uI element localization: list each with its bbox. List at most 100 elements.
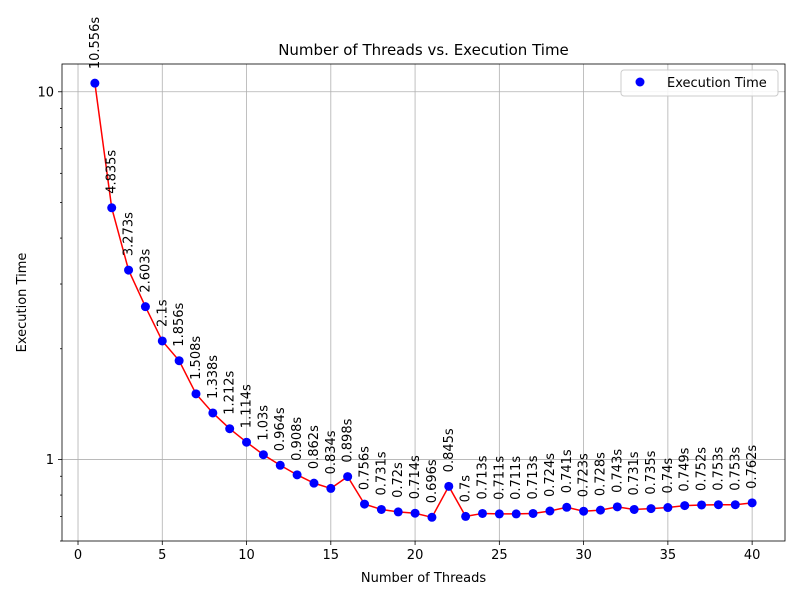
data-point: [629, 504, 639, 514]
data-point: [124, 265, 134, 275]
data-point: [477, 508, 487, 518]
data-label: 2.603s: [138, 248, 153, 292]
data-point: [393, 507, 403, 517]
data-point: [343, 472, 353, 482]
data-point: [275, 460, 285, 470]
x-tick-label: 35: [660, 548, 677, 563]
chart-title: Number of Threads vs. Execution Time: [278, 41, 569, 59]
data-point: [157, 336, 167, 346]
data-label: 1.856s: [172, 302, 187, 346]
ticks-layer: 0 5 10 15 20 25 30 35 40 1 10: [37, 85, 760, 563]
data-label: 0.862s: [307, 425, 322, 469]
data-label: 3.273s: [122, 212, 137, 256]
y-axis-label: Execution Time: [15, 253, 30, 353]
data-label: 0.752s: [695, 447, 710, 491]
data-label: 10.556s: [88, 17, 103, 69]
data-label: 0.72s: [391, 462, 406, 498]
data-label: 1.338s: [206, 355, 221, 399]
data-label: 1.03s: [256, 405, 271, 441]
data-point: [461, 511, 471, 521]
data-label: 1.114s: [240, 384, 255, 428]
points-layer: [90, 78, 757, 522]
x-tick-label: 0: [74, 548, 82, 563]
y-tick-label: 10: [37, 85, 54, 100]
data-point: [730, 500, 740, 510]
data-point: [713, 500, 723, 510]
legend: Execution Time: [620, 69, 779, 97]
x-tick-label: 30: [575, 548, 592, 563]
data-point: [528, 508, 538, 518]
data-point: [208, 408, 218, 418]
data-label: 0.834s: [324, 430, 339, 474]
data-label: 0.728s: [593, 452, 608, 496]
legend-marker: [635, 77, 645, 87]
data-label: 0.908s: [290, 417, 305, 461]
data-label: 0.845s: [442, 428, 457, 472]
data-point: [107, 203, 117, 213]
data-label: 0.756s: [358, 446, 373, 490]
data-point: [410, 508, 420, 518]
axes-frame: [61, 63, 786, 542]
data-label: 0.713s: [475, 455, 490, 499]
data-point: [242, 437, 252, 447]
x-tick-label: 40: [744, 548, 761, 563]
data-point: [326, 483, 336, 493]
data-point: [427, 512, 437, 522]
data-label: 2.1s: [155, 299, 170, 327]
data-label: 0.753s: [711, 447, 726, 491]
data-point: [579, 506, 589, 516]
data-point: [258, 450, 268, 460]
legend-box: [620, 69, 779, 97]
data-label: 0.714s: [408, 455, 423, 499]
data-point: [360, 499, 370, 509]
data-point: [511, 509, 521, 519]
data-label: 0.964s: [273, 407, 288, 451]
data-label: 0.713s: [526, 455, 541, 499]
data-label: 1.212s: [223, 371, 238, 415]
data-label: 0.735s: [644, 450, 659, 494]
data-label: 0.731s: [627, 451, 642, 495]
data-label: 0.762s: [745, 445, 760, 489]
data-point: [174, 356, 184, 366]
data-label: 0.74s: [661, 458, 676, 494]
data-label: 0.753s: [728, 447, 743, 491]
x-tick-label: 20: [407, 548, 424, 563]
data-label: 0.711s: [492, 456, 507, 500]
data-label: 0.696s: [425, 459, 440, 503]
data-point: [680, 501, 690, 511]
data-point: [697, 500, 707, 510]
data-point: [309, 478, 319, 488]
data-label: 0.743s: [610, 449, 625, 493]
data-point: [191, 389, 201, 399]
x-tick-label: 15: [323, 548, 340, 563]
data-label: 0.724s: [543, 453, 558, 497]
data-point: [140, 302, 150, 312]
data-point: [376, 504, 386, 514]
data-point: [494, 509, 504, 519]
data-point: [90, 78, 100, 88]
data-label: 0.711s: [509, 456, 524, 500]
y-tick-label: 1: [46, 453, 54, 468]
data-label: 0.741s: [560, 449, 575, 493]
data-label: 0.731s: [374, 451, 389, 495]
data-label: 0.723s: [577, 453, 592, 497]
data-point: [595, 505, 605, 515]
data-point: [612, 502, 622, 512]
data-point: [225, 424, 235, 434]
data-label: 4.835s: [105, 150, 120, 194]
grid-layer: [62, 64, 785, 541]
data-label: 1.508s: [189, 336, 204, 380]
x-tick-label: 25: [491, 548, 508, 563]
data-label: 0.898s: [341, 418, 356, 462]
data-label: 0.749s: [678, 447, 693, 491]
data-point: [562, 502, 572, 512]
data-point: [646, 504, 656, 514]
x-tick-label: 5: [158, 548, 166, 563]
data-point: [663, 503, 673, 513]
data-point: [545, 506, 555, 516]
series-line: [94, 83, 753, 519]
x-tick-label: 10: [238, 548, 255, 563]
legend-label: Execution Time: [667, 76, 767, 91]
data-point: [292, 470, 302, 480]
